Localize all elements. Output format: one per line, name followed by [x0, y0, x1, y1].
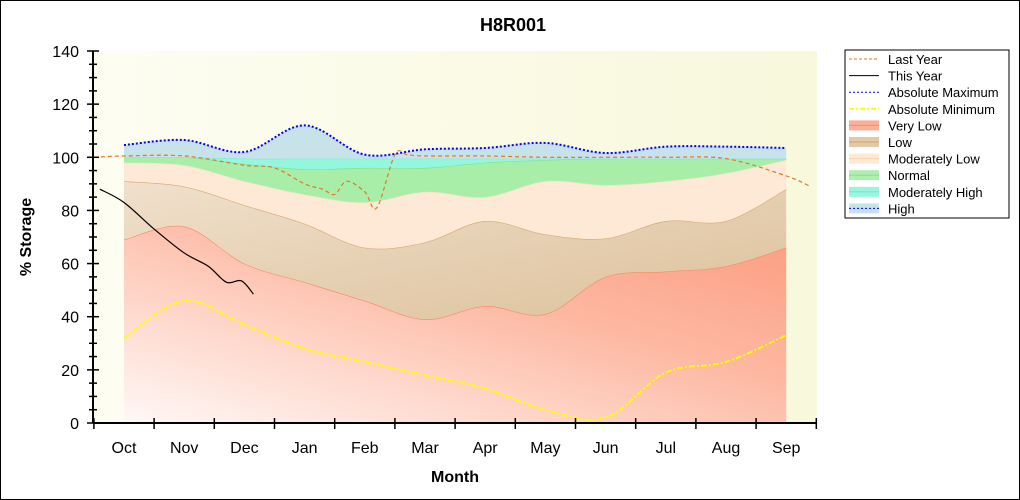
x-tick-label: Nov: [170, 440, 198, 457]
x-tick-label: Mar: [411, 440, 439, 457]
x-tick-label: Feb: [351, 440, 379, 457]
legend-swatch: [849, 203, 879, 214]
legend-label: Moderately Low: [888, 152, 980, 167]
x-tick-label: Jan: [292, 440, 318, 457]
x-tick-label: Dec: [230, 440, 258, 457]
series-last-year: [93, 150, 811, 210]
series-this-year: [99, 188, 254, 295]
x-tick-label: Jun: [593, 440, 619, 457]
band-very-low: [124, 225, 787, 423]
series-absolute-maximum: [123, 124, 787, 157]
legend-label: Low: [888, 135, 912, 150]
band-moderately-low: [124, 159, 787, 249]
y-tick-label: 20: [61, 363, 79, 380]
legend-label: Absolute Maximum: [888, 85, 999, 100]
y-tick-label: 80: [61, 203, 79, 220]
x-tick-label: Sep: [772, 440, 801, 457]
band-low: [124, 181, 787, 320]
band-high: [124, 125, 787, 159]
band-moderately-high: [124, 156, 787, 170]
y-tick-label: 40: [61, 310, 79, 327]
y-axis-label: % Storage: [18, 198, 35, 276]
band-normal: [124, 156, 787, 203]
x-tick-label: May: [530, 440, 560, 457]
legend-label: Last Year: [888, 52, 943, 67]
legend-label: Very Low: [888, 118, 942, 133]
x-tick-label: Aug: [712, 440, 740, 457]
legend-label: Absolute Minimum: [888, 102, 995, 117]
chart-title: H8R001: [480, 15, 546, 35]
x-tick-label: Oct: [112, 440, 137, 457]
y-tick-label: 120: [52, 97, 79, 114]
legend-label: High: [888, 201, 915, 216]
y-tick-label: 0: [70, 416, 79, 433]
y-tick-label: 140: [52, 44, 79, 61]
x-axis-label: Month: [431, 469, 479, 486]
y-tick-label: 60: [61, 257, 79, 274]
x-tick-label: Apr: [473, 440, 499, 457]
legend-label: This Year: [888, 69, 943, 84]
legend-label: Normal: [888, 168, 930, 183]
y-tick-label: 100: [52, 150, 79, 167]
legend-label: Moderately High: [888, 185, 983, 200]
series-absolute-minimum: [123, 299, 787, 421]
x-tick-label: Jul: [656, 440, 676, 457]
